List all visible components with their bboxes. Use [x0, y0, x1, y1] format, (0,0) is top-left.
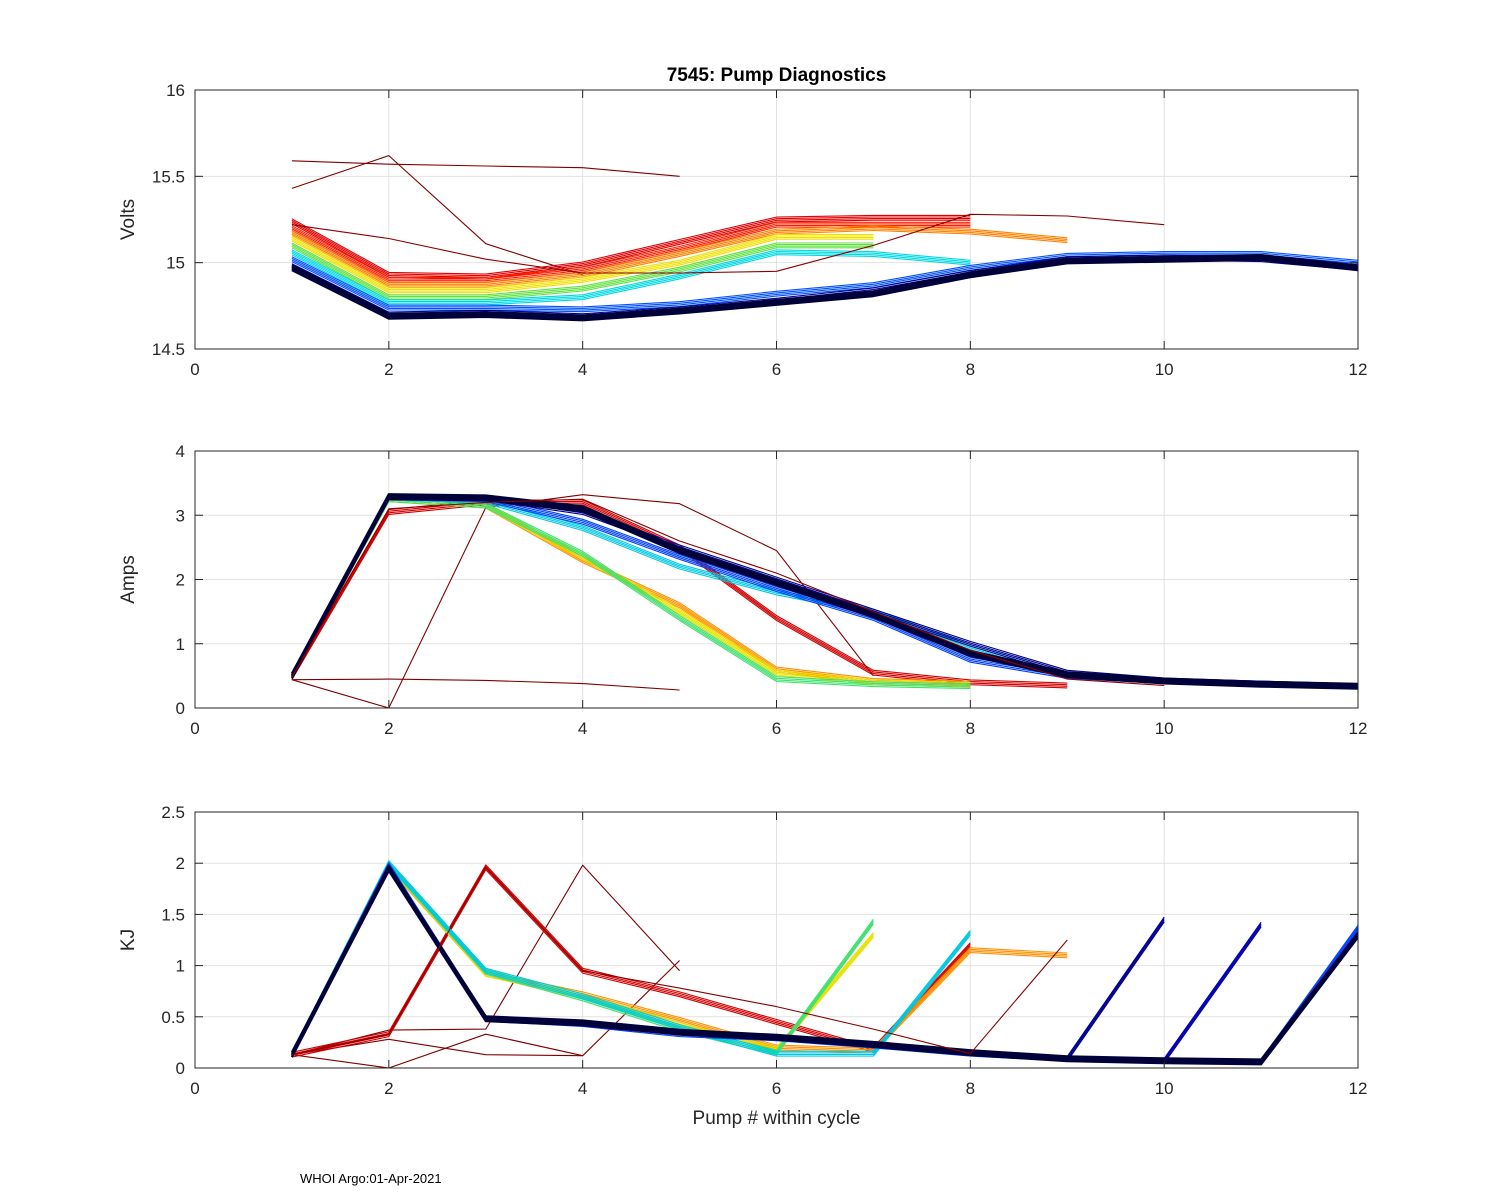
x-tick-label: 12 [1349, 719, 1368, 738]
x-tick-label: 2 [384, 360, 393, 379]
series-line-cyan [291, 865, 971, 1058]
x-tick-label: 0 [190, 1079, 199, 1098]
x-axis-label: Pump # within cycle [693, 1108, 861, 1129]
series-line-navy [290, 869, 1358, 1066]
series-line-green [291, 499, 971, 688]
series-line-cyan [291, 861, 971, 1055]
y-tick-label: 4 [176, 442, 185, 461]
series-line-orange [291, 225, 1068, 284]
x-tick-label: 8 [966, 360, 975, 379]
x-tick-label: 8 [966, 1079, 975, 1098]
y-tick-label: 0 [176, 1059, 185, 1078]
x-tick-label: 10 [1155, 360, 1174, 379]
series-line-red-band-mid- [291, 221, 971, 279]
y-tick-label: 0.5 [161, 1008, 185, 1027]
x-tick-label: 10 [1155, 1079, 1174, 1098]
series-line-red-band-mid- [291, 223, 971, 280]
panel-kj: 0 2 4 6 8 10 12 0 0.5 1 1.5 2 2.5 KJ Pump # within cyc… [118, 803, 1367, 1129]
series-line-navy [291, 257, 1358, 320]
series-line-blue [291, 252, 1358, 310]
series-line-cyan [291, 252, 971, 304]
y-tick-label: 2.5 [161, 803, 185, 822]
x-tick-label: 0 [190, 360, 199, 379]
x-tick-label: 2 [384, 1079, 393, 1098]
series-line-yellow [291, 238, 874, 294]
series-line-navy [290, 496, 1358, 689]
x-tick-label: 4 [578, 1079, 587, 1098]
x-tick-label: 8 [966, 719, 975, 738]
y-tick-label: 16 [166, 81, 185, 100]
x-tick-label: 0 [190, 719, 199, 738]
series-line-green [291, 242, 874, 296]
series-line-red-band-mid- [291, 224, 971, 282]
series-line-late-dark-red [291, 498, 1165, 687]
series-line-green [291, 245, 874, 299]
series-line-navy [291, 255, 1358, 319]
series-line-navy [290, 494, 1358, 687]
series-line-red-band-hi- [291, 214, 971, 275]
series-line-cyan [291, 860, 971, 1053]
series-line-green [291, 244, 874, 297]
series-group [291, 155, 1358, 322]
series-line-navy [291, 258, 1358, 322]
series-line-navy [290, 497, 1358, 690]
series-line-yellow [291, 235, 874, 291]
series-line-blue [291, 251, 1358, 308]
x-tick-label: 6 [772, 360, 781, 379]
series-line-early-cycle-a [291, 160, 680, 177]
x-tick-label: 2 [384, 719, 393, 738]
x-tick-label: 6 [772, 719, 781, 738]
x-tick-label: 6 [772, 1079, 781, 1098]
series-line-early-cycle-b [291, 494, 874, 708]
series-line-late-dark-red [291, 866, 1068, 1056]
x-tick-label: 4 [578, 360, 587, 379]
series-line-orange [291, 226, 1068, 285]
series-line-cyan [291, 250, 971, 303]
series-line-early-cycle-a [291, 678, 680, 691]
footer-credit: WHOI Argo:01-Apr-2021 [300, 1171, 442, 1186]
y-axis-label: Amps [118, 555, 139, 604]
y-axis-label: KJ [118, 929, 139, 951]
x-tick-label: 10 [1155, 719, 1174, 738]
x-tick-label: 12 [1349, 1079, 1368, 1098]
series-line-navy [291, 254, 1358, 317]
x-tick-label: 4 [578, 719, 587, 738]
series-line-early-cycle-b [291, 155, 583, 276]
y-axis-label: Volts [118, 199, 139, 240]
series-line-navy [290, 493, 1358, 685]
series-group [290, 493, 1358, 708]
y-tick-label: 14.5 [152, 340, 185, 359]
series-line-orange [291, 228, 1068, 287]
y-tick-label: 15 [166, 254, 185, 273]
y-tick-label: 0 [176, 699, 185, 718]
x-tick-label: 12 [1349, 360, 1368, 379]
series-group [290, 860, 1358, 1068]
series-line-red-band-hi- [291, 216, 971, 277]
series-line-yellow [291, 237, 874, 292]
series-line-late-dark-red [291, 213, 1165, 274]
series-line-cyan [291, 863, 971, 1056]
series-line-dark-blue [291, 254, 1358, 315]
y-tick-label: 2 [176, 571, 185, 590]
y-tick-label: 3 [176, 506, 185, 525]
series-line-yellow [291, 233, 874, 289]
y-tick-label: 1 [176, 957, 185, 976]
series-line-green [291, 501, 971, 690]
y-tick-label: 1.5 [161, 905, 185, 924]
chart-title: 7545: Pump Diagnostics [667, 65, 887, 86]
y-tick-label: 15.5 [152, 167, 185, 186]
series-line-red-band-hi- [291, 218, 971, 278]
y-tick-label: 2 [176, 854, 185, 873]
y-tick-label: 1 [176, 635, 185, 654]
series-line-blue [291, 254, 1358, 311]
series-line-cyan [291, 249, 971, 301]
panel-volts: 0 2 4 6 8 10 12 14.5 15 15.5 16 Volts 7545: Pump Dia… [118, 65, 1367, 379]
